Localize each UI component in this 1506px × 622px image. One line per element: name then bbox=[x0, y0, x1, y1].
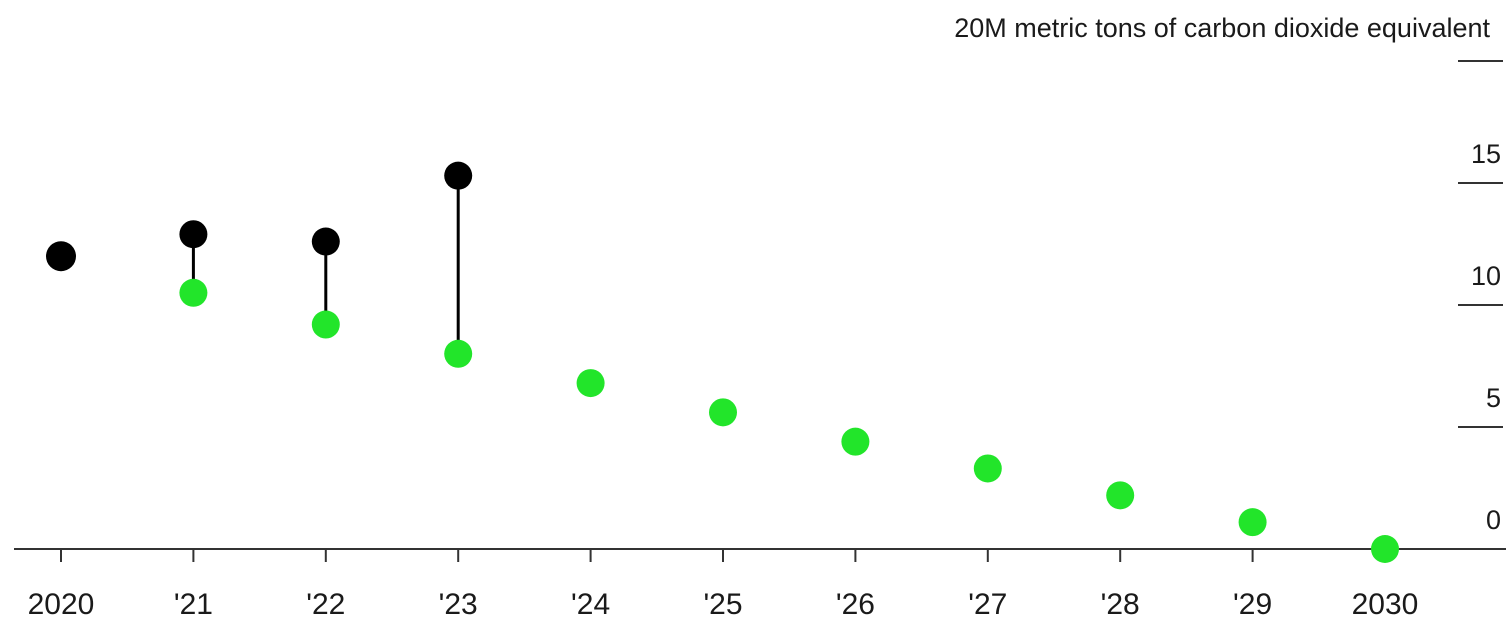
target-emissions-point bbox=[709, 398, 737, 427]
x-tick-label: 2020 bbox=[28, 588, 95, 621]
target-emissions-point bbox=[1238, 508, 1267, 537]
x-tick-label: '28 bbox=[1101, 588, 1140, 621]
target-emissions-point bbox=[311, 310, 340, 339]
y-axis: 15 10 5 0 bbox=[1458, 60, 1503, 535]
actual-emissions-point bbox=[444, 161, 473, 190]
actual-emissions-point bbox=[311, 227, 340, 256]
x-tick-label: '26 bbox=[836, 588, 875, 621]
target-emissions-point bbox=[444, 339, 473, 368]
target-emissions-point bbox=[841, 427, 870, 456]
target-emissions-point bbox=[576, 369, 605, 398]
actual-emissions-point bbox=[46, 241, 76, 272]
y-axis-unit-label: 20M metric tons of carbon dioxide equiva… bbox=[954, 13, 1490, 43]
y-tick-label: 10 bbox=[1471, 261, 1501, 291]
target-emissions-point bbox=[179, 278, 208, 307]
x-axis: 2020 '21 '22 '23 '24 '25 '26 '27 '28 '29 2030 bbox=[28, 549, 1419, 621]
target-emissions-point bbox=[1371, 535, 1399, 563]
x-tick-label: '23 bbox=[439, 588, 478, 621]
x-tick-label: '29 bbox=[1233, 588, 1272, 621]
y-tick-label: 0 bbox=[1486, 505, 1501, 535]
x-tick-label: '24 bbox=[571, 588, 610, 621]
x-tick-label: 2030 bbox=[1352, 588, 1419, 621]
actual-emissions-point bbox=[179, 220, 208, 249]
x-tick-label: '21 bbox=[174, 588, 213, 621]
target-emissions-point bbox=[1106, 481, 1135, 510]
x-tick-label: '22 bbox=[306, 588, 345, 621]
x-tick-label: '25 bbox=[703, 588, 742, 621]
data-points bbox=[46, 161, 1399, 563]
target-emissions-point bbox=[973, 454, 1002, 483]
y-tick-label: 15 bbox=[1471, 139, 1501, 169]
x-tick-label: '27 bbox=[968, 588, 1007, 621]
y-tick-label: 5 bbox=[1486, 383, 1501, 413]
